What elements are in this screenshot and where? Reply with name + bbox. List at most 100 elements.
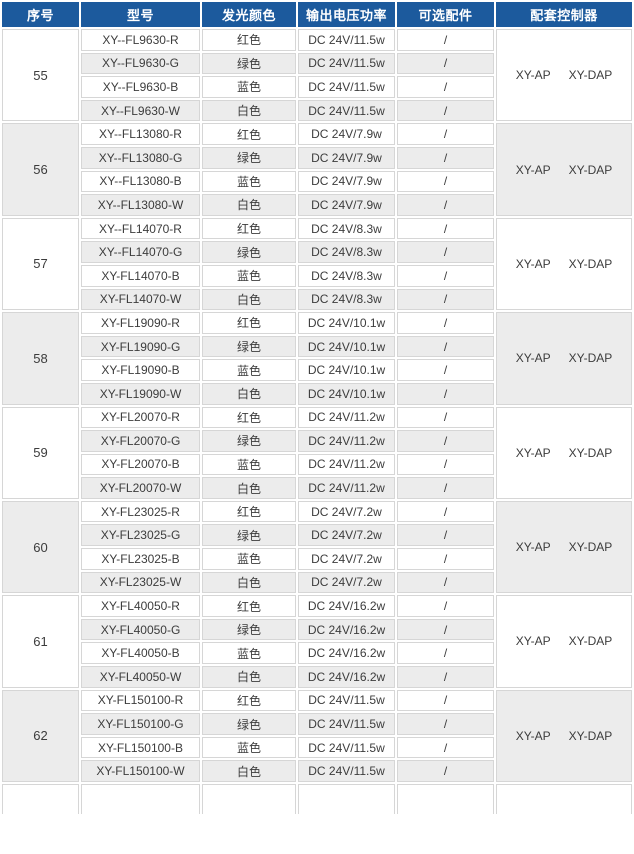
model-cell: XY-FL150100-G: [81, 713, 200, 735]
model-cell: XY-FL40050-G: [81, 618, 200, 641]
power-cell: DC 24V/11.2w: [298, 453, 395, 476]
controller-label: XY-DAP: [568, 445, 613, 460]
serial-cell: 55: [2, 29, 79, 122]
table-row: XY-FL20070-B 蓝色 DC 24V/11.2w /: [2, 453, 632, 476]
model-cell: XY-FL19090-R: [81, 312, 200, 334]
power-cell: DC 24V/8.3w: [298, 288, 395, 311]
power-cell: DC 24V/10.1w: [298, 382, 395, 405]
light-color-cell: 红色: [202, 406, 296, 429]
power-cell: DC 24V/16.2w: [298, 642, 395, 665]
light-color-cell: 白色: [202, 99, 296, 122]
table-row: XY--FL9630-B 蓝色 DC 24V/11.5w /: [2, 76, 632, 98]
accessory-cell: /: [397, 406, 494, 429]
table-row: XY--FL9630-G 绿色 DC 24V/11.5w /: [2, 52, 632, 75]
light-color-cell: 白色: [202, 382, 296, 405]
accessory-cell: /: [397, 760, 494, 782]
accessory-cell: /: [397, 52, 494, 75]
light-color-cell: 绿色: [202, 241, 296, 263]
serial-cell: 57: [2, 217, 79, 311]
accessory-cell: /: [397, 99, 494, 122]
accessory-cell: /: [397, 618, 494, 641]
accessory-cell: /: [397, 453, 494, 476]
power-cell: DC 24V/7.9w: [298, 170, 395, 193]
table-row: XY-FL40050-G 绿色 DC 24V/16.2w /: [2, 618, 632, 641]
power-cell: DC 24V/11.2w: [298, 406, 395, 429]
model-cell: XY-FL40050-R: [81, 595, 200, 617]
serial-cell: 61: [2, 595, 79, 688]
model-cell: XY-FL20070-R: [81, 406, 200, 429]
column-header-accessory: 可选配件: [397, 2, 494, 27]
model-cell: XY-FL40050-W: [81, 666, 200, 688]
serial-cell: 60: [2, 500, 79, 594]
light-color-cell: 白色: [202, 666, 296, 688]
accessory-cell: /: [397, 288, 494, 311]
table-row: XY-FL40050-W 白色 DC 24V/16.2w /: [2, 666, 632, 688]
column-header-controller: 配套控制器: [496, 2, 632, 27]
power-cell: DC 24V/7.2w: [298, 571, 395, 594]
power-cell: DC 24V/11.2w: [298, 477, 395, 499]
header-row: 序号 型号 发光颜色 输出电压功率 可选配件 配套控制器: [2, 2, 632, 27]
light-color-cell: 红色: [202, 29, 296, 51]
power-cell: DC 24V/7.2w: [298, 500, 395, 523]
stub-cell: [2, 784, 79, 814]
model-cell: XY-FL150100-R: [81, 689, 200, 712]
accessory-cell: /: [397, 382, 494, 405]
controller-label: XY-AP: [515, 540, 551, 555]
table-row: XY-FL19090-G 绿色 DC 24V/10.1w /: [2, 335, 632, 358]
accessory-cell: /: [397, 736, 494, 759]
column-header-model: 型号: [81, 2, 200, 27]
model-cell: XY-FL20070-B: [81, 453, 200, 476]
accessory-cell: /: [397, 123, 494, 145]
controller-label: XY-DAP: [568, 351, 613, 366]
accessory-cell: /: [397, 642, 494, 665]
model-cell: XY--FL14070-G: [81, 241, 200, 263]
table-row-partial: [2, 784, 632, 814]
light-color-cell: 白色: [202, 288, 296, 311]
stub-cell: [202, 784, 296, 814]
accessory-cell: /: [397, 335, 494, 358]
accessory-cell: /: [397, 29, 494, 51]
model-cell: XY--FL9630-R: [81, 29, 200, 51]
power-cell: DC 24V/11.5w: [298, 52, 395, 75]
power-cell: DC 24V/7.2w: [298, 548, 395, 570]
light-color-cell: 蓝色: [202, 736, 296, 759]
model-cell: XY-FL19090-W: [81, 382, 200, 405]
model-cell: XY--FL9630-B: [81, 76, 200, 98]
model-cell: XY-FL23025-R: [81, 500, 200, 523]
model-cell: XY--FL13080-B: [81, 170, 200, 193]
accessory-cell: /: [397, 241, 494, 263]
light-color-cell: 蓝色: [202, 359, 296, 381]
controller-cell: XY-AP XY-DAP: [496, 123, 632, 216]
accessory-cell: /: [397, 524, 494, 547]
table-row: 57 XY--FL14070-R 红色 DC 24V/8.3w / XY-AP XY-DAP: [2, 217, 632, 311]
controller-label: XY-AP: [515, 68, 551, 83]
accessory-cell: /: [397, 713, 494, 735]
controller-cell: XY-AP XY-DAP: [496, 500, 632, 594]
light-color-cell: 绿色: [202, 52, 296, 75]
column-header-color: 发光颜色: [202, 2, 296, 27]
controller-label: XY-DAP: [568, 162, 613, 177]
light-color-cell: 绿色: [202, 524, 296, 547]
table-row: XY-FL23025-W 白色 DC 24V/7.2w /: [2, 571, 632, 594]
controller-cell: XY-AP XY-DAP: [496, 595, 632, 688]
accessory-cell: /: [397, 548, 494, 570]
light-color-cell: 蓝色: [202, 548, 296, 570]
stub-cell: [81, 784, 200, 814]
controller-label: XY-AP: [515, 256, 551, 271]
stub-cell: [298, 784, 395, 814]
table-row: XY-FL150100-W 白色 DC 24V/11.5w /: [2, 760, 632, 782]
controller-label: XY-AP: [515, 445, 551, 460]
light-color-cell: 红色: [202, 123, 296, 145]
model-cell: XY-FL23025-W: [81, 571, 200, 594]
model-cell: XY-FL19090-B: [81, 359, 200, 381]
light-color-cell: 白色: [202, 194, 296, 216]
light-color-cell: 蓝色: [202, 264, 296, 287]
table-row: XY-FL14070-B 蓝色 DC 24V/8.3w /: [2, 264, 632, 287]
table-row: 55 XY--FL9630-R 红色 DC 24V/11.5w / XY-AP XY-DAP: [2, 29, 632, 122]
light-color-cell: 蓝色: [202, 170, 296, 193]
controller-label: XY-AP: [515, 728, 551, 743]
light-color-cell: 蓝色: [202, 642, 296, 665]
model-cell: XY-FL14070-W: [81, 288, 200, 311]
model-cell: XY-FL19090-G: [81, 335, 200, 358]
controller-label: XY-AP: [515, 162, 551, 177]
